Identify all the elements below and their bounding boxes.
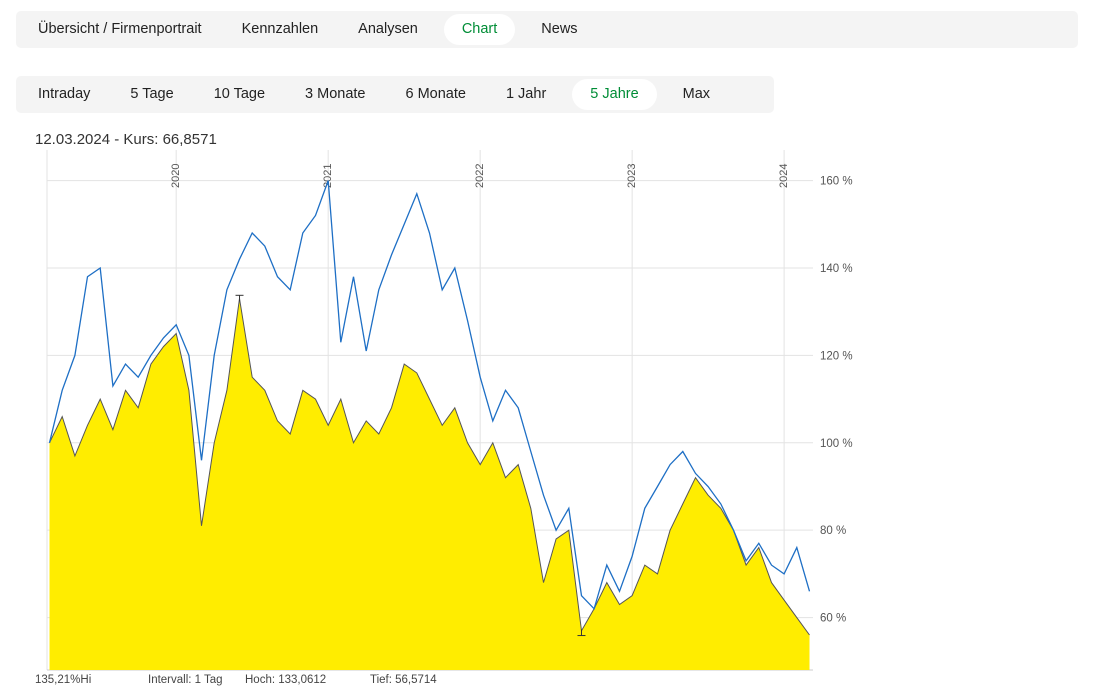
tab-chart[interactable]: Chart: [443, 14, 516, 45]
svg-text:80 %: 80 %: [820, 525, 846, 537]
range-5-jahre[interactable]: 5 Jahre: [572, 79, 657, 110]
tab-analysen[interactable]: Analysen: [344, 15, 432, 44]
chart-stat-high: Hoch: 133,0612: [245, 674, 327, 686]
range-1-jahr[interactable]: 1 Jahr: [492, 80, 560, 109]
tab-uebersicht-firmenportrait[interactable]: Übersicht / Firmenportrait: [24, 15, 216, 44]
chart-stat-low: Tief: 56,5714: [370, 674, 437, 686]
svg-text:2020: 2020: [170, 164, 182, 188]
svg-text:2022: 2022: [474, 164, 486, 188]
tab-news[interactable]: News: [527, 15, 591, 44]
range-tabbar: Intraday 5 Tage 10 Tage 3 Monate 6 Monat…: [16, 76, 774, 113]
range-10-tage[interactable]: 10 Tage: [200, 80, 279, 109]
svg-text:60 %: 60 %: [820, 613, 846, 625]
chart-footer: 135,21%Hi Intervall: 1 Tag Hoch: 133,061…: [0, 674, 1094, 688]
range-5-tage[interactable]: 5 Tage: [116, 80, 187, 109]
chart-stat-interval: Intervall: 1 Tag: [148, 674, 223, 686]
svg-text:2024: 2024: [778, 164, 790, 188]
svg-text:140 %: 140 %: [820, 263, 853, 275]
range-6-monate[interactable]: 6 Monate: [392, 80, 480, 109]
range-intraday[interactable]: Intraday: [24, 80, 104, 109]
range-max[interactable]: Max: [669, 80, 724, 109]
tab-kennzahlen[interactable]: Kennzahlen: [228, 15, 333, 44]
svg-text:120 %: 120 %: [820, 350, 853, 362]
chart-stat-hi-percent: 135,21%Hi: [35, 674, 92, 686]
main-tabbar: Übersicht / Firmenportrait Kennzahlen An…: [16, 11, 1078, 48]
svg-text:160 %: 160 %: [820, 176, 853, 188]
svg-text:2023: 2023: [626, 164, 638, 188]
range-3-monate[interactable]: 3 Monate: [291, 80, 379, 109]
chart-date-price-label: 12.03.2024 - Kurs: 66,8571: [35, 131, 217, 148]
svg-text:2021: 2021: [322, 164, 334, 188]
svg-text:100 %: 100 %: [820, 438, 853, 450]
